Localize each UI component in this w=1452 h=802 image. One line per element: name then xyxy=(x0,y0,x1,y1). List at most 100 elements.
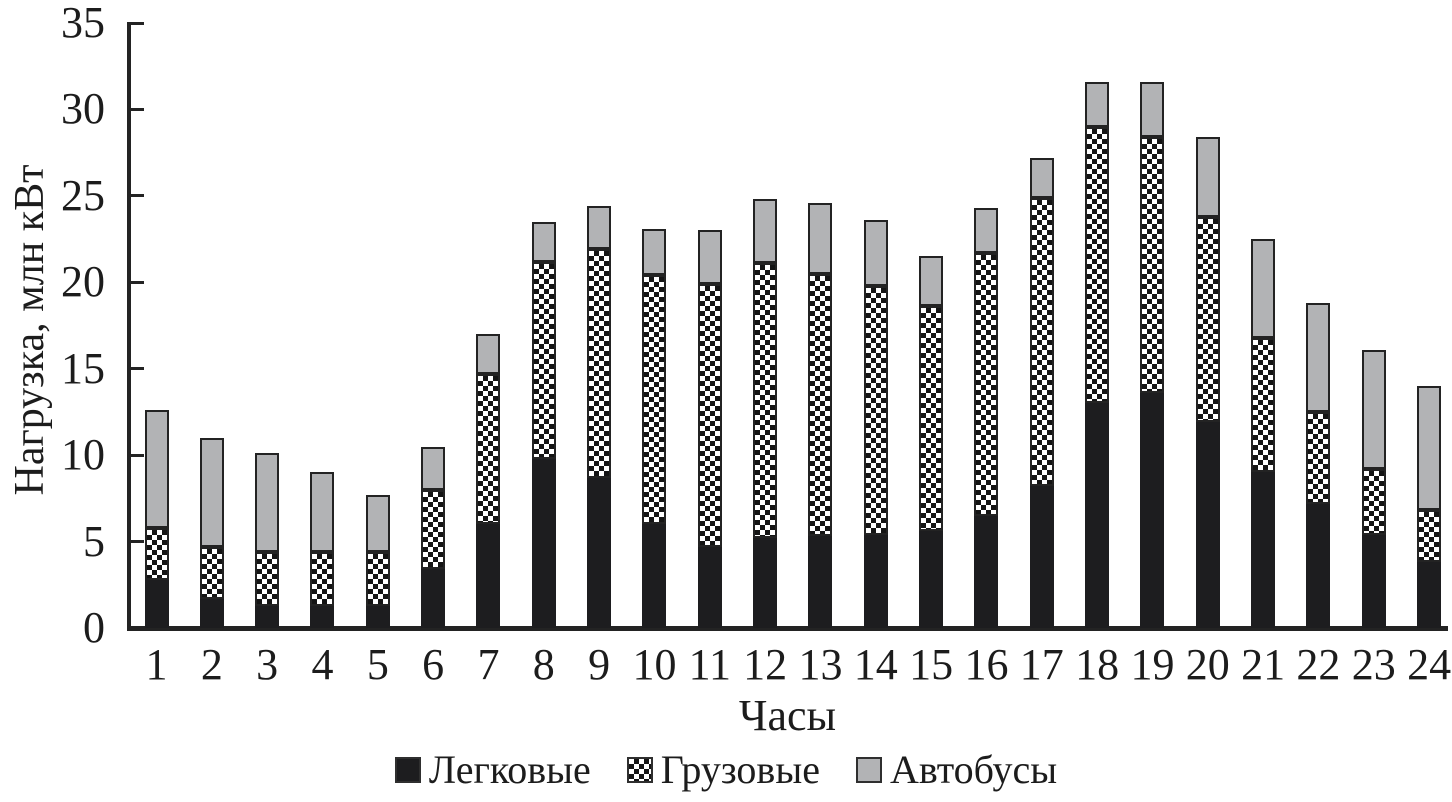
bar-segment-hour19-checker xyxy=(1140,137,1165,393)
bar-segment-hour11-solid-black xyxy=(697,546,722,628)
bar-segment-hour16-solid-black xyxy=(974,515,999,628)
bar-segment-hour11-solid-gray xyxy=(697,230,722,284)
bar-segment-hour19-solid-black xyxy=(1140,392,1165,628)
bar-segment-hour17-checker xyxy=(1029,197,1054,487)
bar-segment-hour19-solid-gray xyxy=(1140,81,1165,138)
legend-swatch-solid-black-icon xyxy=(394,757,421,783)
bar-segment-hour20-solid-black xyxy=(1195,422,1220,628)
y-tick-label: 10 xyxy=(61,430,105,480)
x-tick-label-hour22: 22 xyxy=(1296,640,1341,689)
bar-segment-hour8-solid-black xyxy=(531,458,556,628)
x-tick-label-hour4: 4 xyxy=(311,640,334,689)
bar-segment-hour23-checker xyxy=(1361,468,1386,535)
bar-segment-hour3-checker xyxy=(255,551,280,606)
y-tick-mark xyxy=(131,540,144,544)
x-tick-label-hour5: 5 xyxy=(366,640,389,689)
bar-segment-hour24-checker xyxy=(1417,510,1442,563)
bar-segment-hour18-checker xyxy=(1085,126,1110,404)
y-tick-mark xyxy=(131,453,144,457)
bar-segment-hour23-solid-gray xyxy=(1361,349,1386,469)
y-tick-label: 25 xyxy=(61,170,105,220)
x-axis-line xyxy=(127,626,1448,631)
bar-segment-hour9-checker xyxy=(587,249,612,478)
legend: Легковые Грузовые Автобусы xyxy=(0,748,1452,792)
legend-item: Легковые xyxy=(394,748,591,792)
bar-segment-hour22-checker xyxy=(1306,411,1331,504)
x-tick-label-hour14: 14 xyxy=(853,640,898,689)
bar-segment-hour16-checker xyxy=(974,252,999,516)
bar-segment-hour23-solid-black xyxy=(1361,534,1386,628)
bar-segment-hour22-solid-black xyxy=(1306,503,1331,628)
bar-segment-hour24-solid-gray xyxy=(1417,386,1442,511)
bar-segment-hour6-solid-gray xyxy=(421,446,446,490)
bar-segment-hour15-solid-gray xyxy=(919,256,944,307)
bar-segment-hour13-checker xyxy=(808,273,833,537)
bar-segment-hour5-solid-black xyxy=(365,605,390,628)
bar-segment-hour4-solid-gray xyxy=(310,472,335,552)
x-tick-label-hour7: 7 xyxy=(477,640,500,689)
bar-segment-hour1-solid-black xyxy=(144,579,169,628)
x-tick-label-hour1: 1 xyxy=(145,640,168,689)
bar-segment-hour12-checker xyxy=(753,263,778,539)
bar-segment-hour18-solid-gray xyxy=(1085,81,1110,127)
x-tick-label-hour21: 21 xyxy=(1241,640,1286,689)
bar-segment-hour4-solid-black xyxy=(310,605,335,628)
legend-swatch-solid-gray-icon xyxy=(855,757,882,783)
x-tick-label-hour19: 19 xyxy=(1130,640,1175,689)
y-tick-label: 5 xyxy=(83,516,105,566)
x-tick-label-hour3: 3 xyxy=(256,640,279,689)
bar-segment-hour22-solid-gray xyxy=(1306,303,1331,412)
x-tick-label-hour8: 8 xyxy=(532,640,555,689)
bar-segment-hour1-solid-gray xyxy=(144,410,169,528)
bar-segment-hour5-checker xyxy=(365,551,390,606)
bar-segment-hour8-solid-gray xyxy=(531,221,556,262)
bar-segment-hour17-solid-gray xyxy=(1029,157,1054,198)
bar-segment-hour5-solid-gray xyxy=(365,494,390,552)
y-tick-label: 15 xyxy=(61,343,105,393)
bar-segment-hour2-solid-black xyxy=(199,598,224,628)
y-tick-mark xyxy=(131,107,144,111)
y-tick-label: 30 xyxy=(61,84,105,134)
y-tick-mark xyxy=(131,367,144,371)
bar-segment-hour18-solid-black xyxy=(1085,403,1110,628)
bar-segment-hour2-checker xyxy=(199,546,224,599)
y-tick-mark xyxy=(131,194,144,198)
bar-segment-hour1-checker xyxy=(144,527,169,580)
bar-segment-hour12-solid-black xyxy=(753,538,778,628)
legend-swatch-checker-icon xyxy=(626,757,653,783)
bar-segment-hour11-checker xyxy=(697,284,722,547)
y-tick-mark xyxy=(131,21,144,25)
legend-item: Автобусы xyxy=(855,747,1058,792)
x-tick-label-hour23: 23 xyxy=(1351,640,1396,689)
y-axis-line xyxy=(127,22,131,631)
bar-segment-hour3-solid-black xyxy=(255,605,280,628)
legend-label: Автобусы xyxy=(889,747,1058,792)
x-tick-label-hour9: 9 xyxy=(588,640,611,689)
legend-label: Грузовые xyxy=(660,747,820,792)
bar-segment-hour8-checker xyxy=(531,261,556,459)
bar-segment-hour2-solid-gray xyxy=(199,437,224,547)
bar-segment-hour3-solid-gray xyxy=(255,453,280,552)
bar-segment-hour13-solid-black xyxy=(808,536,833,628)
bar-segment-hour20-solid-gray xyxy=(1195,137,1220,217)
bar-segment-hour10-solid-gray xyxy=(642,228,667,276)
x-axis-title: Часы xyxy=(738,691,837,740)
x-tick-label-hour13: 13 xyxy=(798,640,843,689)
bar-segment-hour9-solid-gray xyxy=(587,206,612,250)
x-tick-label-hour24: 24 xyxy=(1407,640,1452,689)
bar-segment-hour7-checker xyxy=(476,373,501,525)
bar-segment-hour15-checker xyxy=(919,306,944,532)
bar-segment-hour14-solid-black xyxy=(863,534,888,628)
y-tick-label: 35 xyxy=(61,0,105,47)
bar-segment-hour21-solid-gray xyxy=(1251,239,1276,338)
bar-segment-hour12-solid-gray xyxy=(753,199,778,264)
y-tick-label: 20 xyxy=(61,257,105,307)
x-tick-label-hour10: 10 xyxy=(632,640,677,689)
bar-segment-hour9-solid-black xyxy=(587,477,612,628)
legend-item: Грузовые xyxy=(626,747,820,792)
bar-segment-hour16-solid-gray xyxy=(974,207,999,253)
bar-segment-hour6-solid-black xyxy=(421,569,446,628)
bar-segment-hour24-solid-black xyxy=(1417,562,1442,628)
x-tick-label-hour17: 17 xyxy=(1019,640,1064,689)
bar-segment-hour4-checker xyxy=(310,551,335,606)
